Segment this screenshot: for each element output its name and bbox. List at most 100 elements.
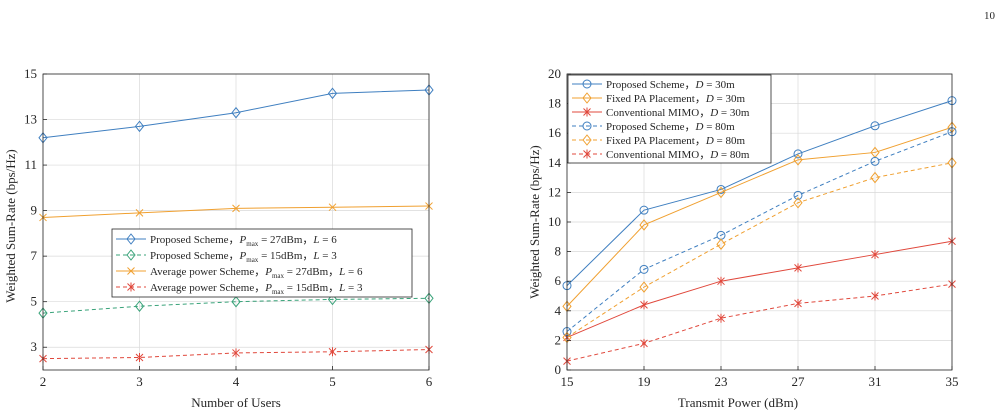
chart-right-legend-label: Proposed Scheme，D = 80m bbox=[606, 121, 735, 133]
chart-right-legend: Proposed Scheme，D = 30m Fixed PA Placemen… bbox=[567, 74, 772, 164]
chart-left-x-tick-label: 6 bbox=[426, 374, 433, 389]
chart-left-series-2-point bbox=[328, 203, 337, 212]
chart-right-series-1 bbox=[562, 121, 957, 313]
chart-right-legend-item: Conventional MIMO，D = 30m bbox=[572, 107, 750, 119]
chart-left-ticks: 2 3 4 5 6 3 5 7 9 11 13 15 bbox=[24, 66, 433, 389]
chart-left-series-2-point bbox=[135, 209, 144, 217]
chart-right-legend-marker bbox=[582, 79, 592, 89]
chart-right-series-0-point bbox=[870, 121, 880, 131]
chart-left-y-tick-label: 5 bbox=[31, 294, 38, 309]
chart-left-legend-item: Proposed Scheme，Pmax = 27dBm，L = 6 bbox=[116, 233, 337, 248]
chart-left-legend-marker bbox=[126, 249, 136, 261]
chart-right-series-0-point bbox=[639, 205, 649, 215]
chart-left-series-3-line bbox=[42, 349, 430, 360]
chart-left-y-tick-label: 7 bbox=[31, 248, 38, 263]
chart-left-series-1-line bbox=[42, 297, 430, 314]
chart-right-legend-marker bbox=[583, 107, 591, 117]
chart-left-y-tick-label: 13 bbox=[24, 112, 37, 127]
chart-right-series-5-point bbox=[871, 291, 879, 301]
chart-right-legend-label: Fixed PA Placement，D = 80m bbox=[606, 135, 745, 147]
chart-left-series-3-point bbox=[328, 347, 337, 357]
chart-left-legend-item: Proposed Scheme，Pmax = 15dBm，L = 3 bbox=[116, 249, 337, 264]
chart-right-x-tick-label: 31 bbox=[869, 374, 882, 389]
chart-right-y-tick-label: 16 bbox=[548, 125, 562, 140]
chart-right-series-3-point bbox=[793, 190, 803, 200]
chart-left-legend-item: Average power Scheme，Pmax = 27dBm，L = 6 bbox=[116, 266, 363, 280]
chart-right-legend-marker bbox=[583, 149, 591, 159]
chart-right-series-4-point bbox=[870, 171, 880, 184]
chart-right-series-4-point bbox=[716, 238, 726, 251]
chart-left-y-tick-label: 9 bbox=[31, 203, 38, 218]
chart-left-series-1-point bbox=[134, 300, 145, 313]
chart-right-ticks: 15 19 23 27 31 35 0 2 4 6 8 10 12 14 16 18 20 bbox=[548, 66, 959, 389]
chart-right-series-4-point bbox=[639, 281, 649, 293]
chart-right-series-1-point bbox=[716, 186, 726, 199]
chart-right-legend-box bbox=[567, 74, 772, 164]
chart-right-y-tick-label: 20 bbox=[548, 66, 561, 81]
chart-right-y-tick-label: 8 bbox=[555, 244, 562, 259]
chart-right-series-1-point bbox=[793, 154, 803, 166]
chart-right-x-axis-title: Transmit Power (dBm) bbox=[678, 395, 798, 410]
chart-right-series-1-line bbox=[566, 126, 953, 307]
chart-left-legend: Proposed Scheme，Pmax = 27dBm，L = 6 Propos… bbox=[111, 228, 413, 298]
chart-right-y-tick-label: 4 bbox=[555, 303, 562, 318]
chart-right-legend-label: Proposed Scheme，D = 30m bbox=[606, 79, 735, 91]
chart-right-series-0-point bbox=[716, 184, 726, 194]
chart-right-x-tick-label: 35 bbox=[946, 374, 959, 389]
chart-left-x-axis-title: Number of Users bbox=[191, 395, 281, 410]
chart-left-x-tick-label: 4 bbox=[233, 374, 240, 389]
chart-left-legend-marker bbox=[127, 282, 135, 292]
chart-right-y-tick-label: 2 bbox=[555, 332, 562, 347]
chart-left-x-tick-label: 3 bbox=[136, 374, 143, 389]
chart-right-series-2-point bbox=[717, 276, 725, 286]
chart-right-series-3-line bbox=[566, 131, 953, 332]
chart-left-series-3-point bbox=[135, 352, 144, 362]
chart-right-x-tick-label: 19 bbox=[638, 374, 651, 389]
chart-left-legend-label: Proposed Scheme，Pmax = 27dBm，L = 6 bbox=[150, 234, 337, 248]
chart-right-y-axis-title: Weighted Sum-Rate (bps/Hz) bbox=[527, 145, 542, 298]
chart-right-series bbox=[562, 96, 957, 366]
chart-left-legend-label: Proposed Scheme，Pmax = 15dBm，L = 3 bbox=[150, 250, 337, 264]
chart-left-series-3-point bbox=[232, 348, 240, 358]
chart-left-series-0-line bbox=[42, 89, 430, 139]
chart-left-series-1-point bbox=[327, 293, 338, 306]
chart-right-legend-item: Proposed Scheme，D = 80m bbox=[572, 121, 735, 133]
chart-right-legend-item: Fixed PA Placement，D = 80m bbox=[572, 134, 745, 147]
chart-right-series-2 bbox=[563, 236, 956, 342]
chart-left-series-2-point bbox=[232, 204, 240, 213]
chart-right-legend-label: Conventional MIMO，D = 30m bbox=[606, 107, 750, 119]
chart-right-series-5-point bbox=[717, 313, 725, 323]
chart-right-legend-marker bbox=[582, 134, 592, 146]
chart-left-series-0-point bbox=[327, 87, 338, 100]
chart-left-legend-item: Average power Scheme，Pmax = 15dBm，L = 3 bbox=[116, 282, 363, 296]
chart-right-x-tick-label: 27 bbox=[792, 374, 806, 389]
chart-right-legend-marker bbox=[582, 121, 592, 131]
chart-left-series-0-point bbox=[231, 106, 241, 119]
chart-right-legend-item: Conventional MIMO，D = 80m bbox=[572, 149, 750, 161]
chart-left-legend-label: Average power Scheme，Pmax = 27dBm，L = 6 bbox=[150, 266, 363, 280]
chart-right-series-5-line bbox=[566, 283, 953, 362]
chart-left-y-tick-label: 11 bbox=[24, 157, 37, 172]
chart-right-series-5-point bbox=[794, 298, 802, 308]
chart-left-series-1-point bbox=[231, 295, 241, 308]
chart-right-legend-item: Fixed PA Placement，D = 30m bbox=[572, 92, 745, 105]
chart-right-series-5 bbox=[563, 279, 956, 366]
chart-left-y-tick-label: 3 bbox=[31, 339, 38, 354]
chart-right-y-tick-label: 10 bbox=[548, 214, 561, 229]
chart-right-series-2-line bbox=[566, 240, 953, 338]
chart-right-legend-item: Proposed Scheme，D = 30m bbox=[572, 79, 735, 91]
chart-right-series-1-point bbox=[639, 219, 649, 231]
chart-right-series-3-point bbox=[639, 264, 649, 274]
chart-right-y-tick-label: 12 bbox=[548, 184, 561, 199]
chart-right-x-tick-label: 23 bbox=[715, 374, 728, 389]
chart-right-series-0-point bbox=[793, 149, 803, 159]
chart-left-legend-marker bbox=[126, 233, 136, 245]
chart-right-series-2-point bbox=[794, 263, 802, 273]
chart-right-legend-marker bbox=[582, 92, 592, 104]
chart-right-series-4-point bbox=[793, 196, 803, 209]
chart-left-y-axis-title: Weighted Sum-Rate (bps/Hz) bbox=[3, 149, 18, 302]
chart-right-series-3-point bbox=[870, 156, 880, 166]
chart-right-legend-label: Fixed PA Placement，D = 30m bbox=[606, 93, 745, 105]
